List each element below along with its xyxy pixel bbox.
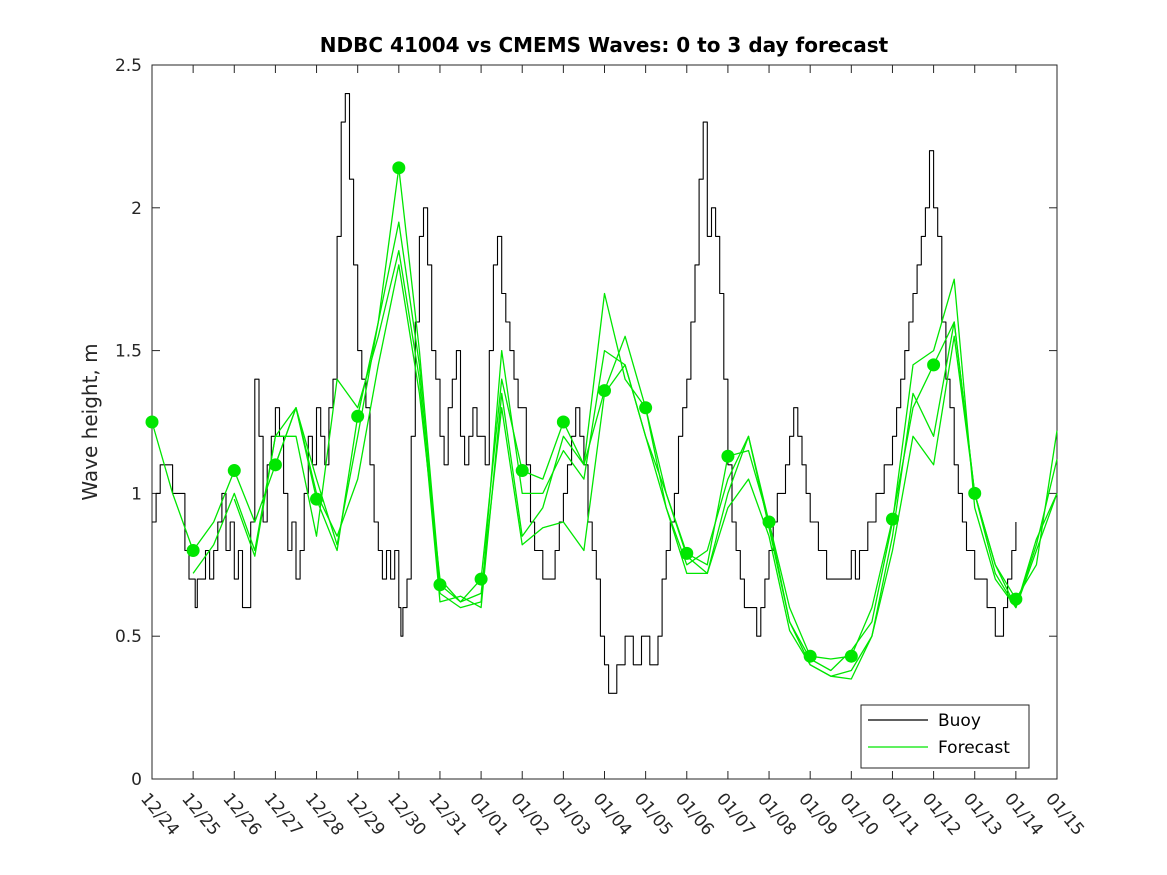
forecast-marker — [598, 384, 611, 398]
y-tick-label: 2.5 — [115, 56, 142, 76]
forecast-marker — [721, 449, 735, 463]
forecast-marker — [556, 415, 570, 429]
plot-area — [151, 64, 1058, 780]
forecast-marker — [968, 486, 982, 500]
forecast-marker — [433, 578, 447, 592]
y-axis: 0 0.5 1 1.5 2 2.5 — [115, 56, 1057, 790]
series-line-buoy — [152, 93, 1017, 694]
legend-box — [860, 704, 1030, 769]
y-tick-label: 0.5 — [115, 627, 142, 647]
forecast-marker — [351, 409, 365, 423]
legend-label-forecast: Forecast — [938, 738, 1010, 758]
forecast-marker — [186, 544, 200, 558]
legend: Buoy Forecast — [860, 704, 1030, 769]
forecast-marker — [268, 458, 282, 472]
forecast-marker — [310, 492, 324, 506]
forecast-marker — [927, 358, 941, 372]
y-tick-label: 2 — [131, 199, 142, 219]
forecast-marker — [844, 649, 858, 663]
forecast-marker — [474, 572, 488, 586]
forecast-marker — [762, 515, 776, 529]
y-tick-label: 1 — [131, 484, 142, 504]
forecast-marker — [227, 464, 241, 478]
forecast-markers — [145, 161, 1023, 663]
forecast-marker — [885, 512, 899, 526]
y-tick-label: 0 — [131, 770, 142, 790]
forecast-marker — [392, 161, 406, 175]
y-tick-label: 1.5 — [115, 342, 142, 362]
legend-label-buoy: Buoy — [938, 711, 981, 731]
forecast-marker — [515, 464, 529, 478]
forecast-marker — [639, 401, 653, 415]
y-axis-label: Wave height, m — [78, 343, 102, 500]
forecast-marker — [1009, 592, 1023, 606]
forecast-marker — [145, 415, 159, 429]
forecast-marker — [803, 649, 817, 663]
chart-title: NDBC 41004 vs CMEMS Waves: 0 to 3 day fo… — [320, 33, 889, 57]
series-line-forecast — [274, 264, 1058, 680]
forecast-marker — [680, 546, 694, 560]
